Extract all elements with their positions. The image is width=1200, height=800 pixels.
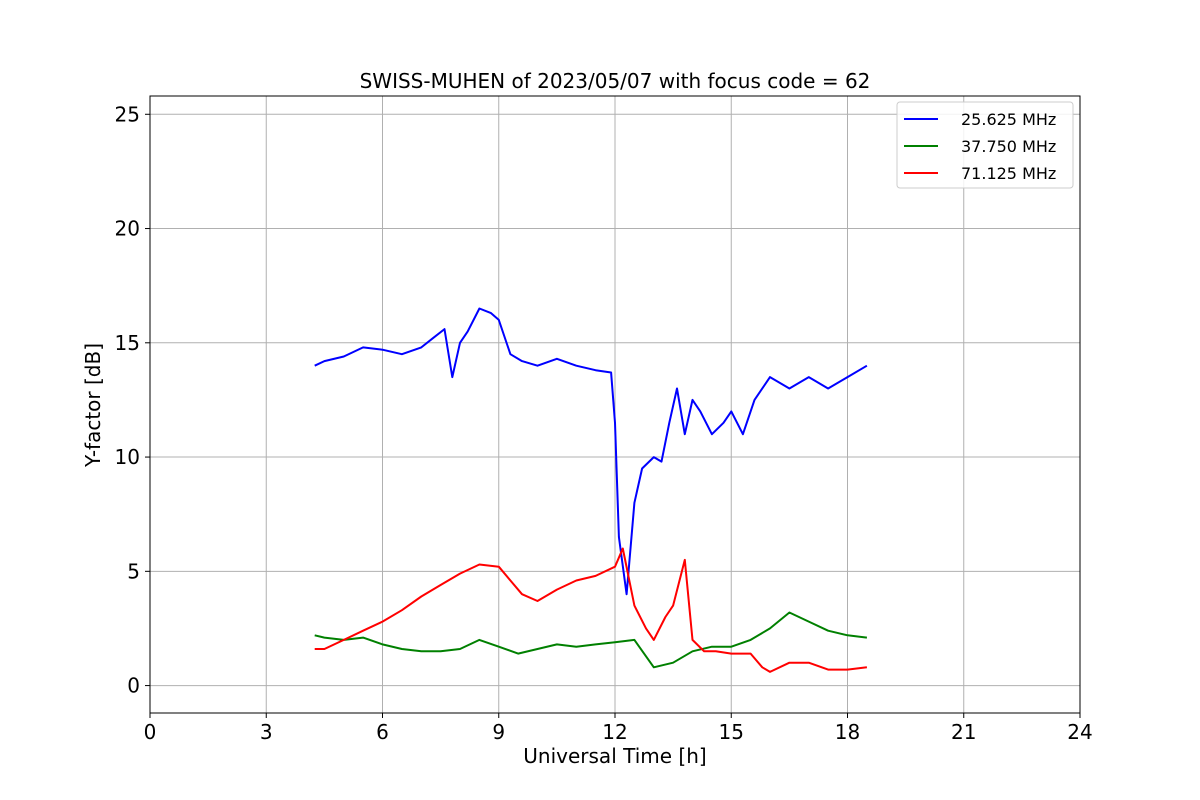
legend: 25.625 MHz 37.750 MHz 71.125 MHz — [896, 101, 1074, 189]
y-axis-label: Y-factor [dB] — [81, 343, 105, 468]
x-tick-label: 3 — [260, 720, 273, 744]
legend-entry-label: 25.625 MHz — [961, 110, 1056, 129]
x-tick-label: 21 — [951, 720, 976, 744]
x-tick-label: 9 — [492, 720, 505, 744]
x-tick-label: 6 — [376, 720, 389, 744]
y-tick-label: 20 — [115, 217, 140, 241]
grid — [149, 96, 1081, 713]
legend-entry-label: 71.125 MHz — [961, 164, 1056, 183]
legend-entry-label: 37.750 MHz — [961, 137, 1056, 156]
y-tick-label: 15 — [115, 331, 140, 355]
x-tick-label: 18 — [835, 720, 860, 744]
y-tick-label: 0 — [127, 674, 140, 698]
y-tick-label: 10 — [115, 445, 140, 469]
x-tick-label: 24 — [1067, 720, 1092, 744]
legend-box — [896, 101, 1074, 189]
x-tick-label: 15 — [719, 720, 744, 744]
x-tick-label: 0 — [144, 720, 157, 744]
ticks: 0 3 6 9 12 15 18 21 24 0 5 10 15 20 25 — [115, 102, 1093, 744]
chart-title: SWISS-MUHEN of 2023/05/07 with focus cod… — [360, 69, 871, 93]
x-axis-label: Universal Time [h] — [523, 744, 706, 768]
y-tick-label: 5 — [127, 559, 140, 583]
series-line-0 — [314, 307, 868, 596]
series-layer — [314, 307, 868, 673]
series-line-1 — [314, 611, 868, 669]
x-tick-label: 12 — [602, 720, 627, 744]
series-line-2 — [314, 547, 868, 673]
y-tick-label: 25 — [115, 102, 140, 126]
